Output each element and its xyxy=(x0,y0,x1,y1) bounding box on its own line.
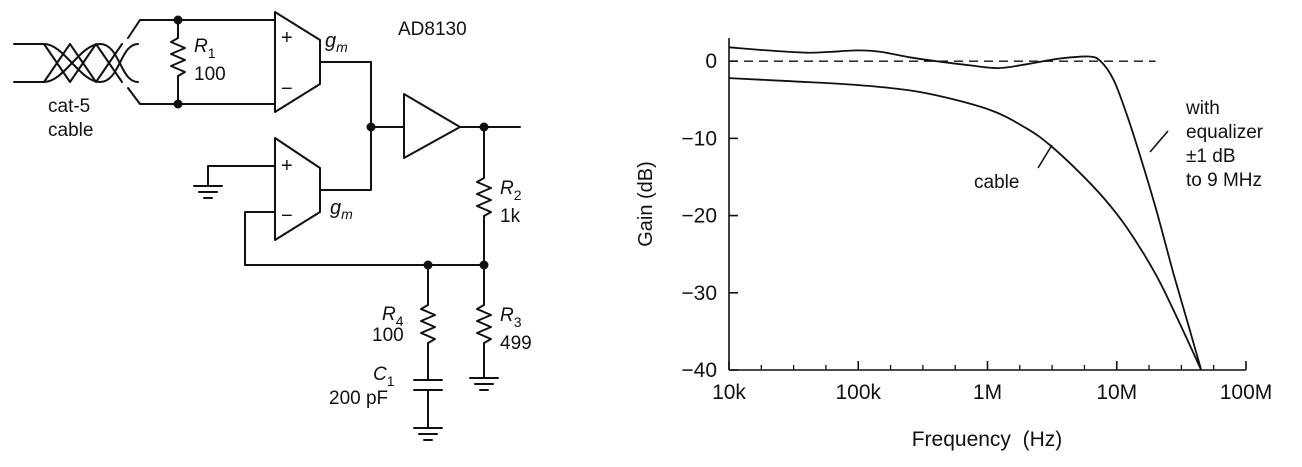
cable-label-line1: cat-5 xyxy=(48,96,90,117)
y-tick-label: −20 xyxy=(681,205,717,228)
cat5-cable-symbol xyxy=(13,43,139,83)
x-axis-label: Frequency (Hz) xyxy=(912,428,1063,451)
c1-label: C1 xyxy=(373,364,395,389)
r3-label: R3 xyxy=(500,305,522,330)
cable-label-line2: cable xyxy=(48,120,93,141)
gm-output-wires xyxy=(319,61,405,191)
junction-sum-node xyxy=(366,122,376,132)
chip-label: AD8130 xyxy=(398,19,467,40)
chart-series xyxy=(728,46,1203,371)
gm-bottom-plus: + xyxy=(281,155,293,177)
circuit-schematic: cat-5 cable R1 100 + − gm AD8130 + − gm xyxy=(13,11,532,441)
r4-value: 100 xyxy=(372,325,404,346)
feedback-wire xyxy=(244,211,485,266)
r3-value: 499 xyxy=(500,333,532,354)
r4-resistor xyxy=(420,264,436,381)
c1-value: 200 pF xyxy=(329,388,388,409)
c1-capacitor xyxy=(413,379,443,429)
y-axis-label: Gain (dB) xyxy=(635,161,657,247)
ground-symbol-3 xyxy=(469,377,499,391)
annotation-equalizer-line4: to 9 MHz xyxy=(1186,170,1262,191)
r2-value: 1k xyxy=(500,206,521,227)
junction-r1-top xyxy=(173,15,183,25)
x-tick-label: 10M xyxy=(1096,381,1137,404)
x-tick-label: 100M xyxy=(1220,381,1273,404)
gm-top-minus: − xyxy=(281,78,293,100)
r2-label: R2 xyxy=(500,178,522,203)
output-buffer xyxy=(403,93,461,159)
r4-label: R4 xyxy=(382,304,404,329)
y-tick-label: −10 xyxy=(681,127,717,150)
annotation-cable-label: cable xyxy=(974,172,1019,193)
gm-top-label: gm xyxy=(325,30,348,55)
x-axis-ticks: 10k 100k 1M 10M 100M xyxy=(712,361,1272,404)
annotation-equalizer-line2: equalizer xyxy=(1186,122,1264,143)
junction-r1-bottom xyxy=(173,99,183,109)
annotation-equalizer-line1: with xyxy=(1185,98,1220,119)
x-tick-label: 100k xyxy=(835,381,881,404)
annotation-cable: cable xyxy=(974,144,1053,193)
r1-resistor xyxy=(170,19,186,105)
y-axis-ticks: 0 −10 −20 −30 −40 xyxy=(681,50,738,382)
gm-bottom-minus: − xyxy=(281,205,293,227)
x-tick-label: 10k xyxy=(712,381,746,404)
y-tick-label: 0 xyxy=(705,50,717,73)
y-tick-label: −30 xyxy=(681,282,717,305)
r1-label: R1 xyxy=(194,36,216,61)
gm-amplifier-bottom xyxy=(274,137,321,241)
gm-amplifier-top xyxy=(274,11,321,113)
annotation-cable-leader xyxy=(1037,144,1053,169)
ground-symbol-1 xyxy=(193,185,223,199)
ground-symbol-2 xyxy=(413,427,443,441)
r3-resistor xyxy=(476,264,492,379)
gm-bottom-ground-wire xyxy=(207,165,276,187)
r1-value: 100 xyxy=(194,64,226,85)
cable-response-curve xyxy=(728,77,1203,371)
annotation-equalizer-line3: ±1 dB xyxy=(1186,146,1236,167)
input-wire-bottom xyxy=(127,87,276,105)
equalizer-response-curve xyxy=(728,46,1203,371)
x-tick-label: 1M xyxy=(973,381,1002,404)
annotation-equalizer: with equalizer ±1 dB to 9 MHz xyxy=(1149,98,1264,191)
gm-top-plus: + xyxy=(281,27,293,49)
annotation-equalizer-leader xyxy=(1149,130,1169,153)
gain-chart: 0 −10 −20 −30 −40 10k 100k 1M 10M 100M Gain (dB)… xyxy=(635,38,1272,451)
r2-resistor xyxy=(476,126,492,266)
y-tick-label: −40 xyxy=(681,359,717,382)
gm-bottom-label: gm xyxy=(330,197,353,222)
